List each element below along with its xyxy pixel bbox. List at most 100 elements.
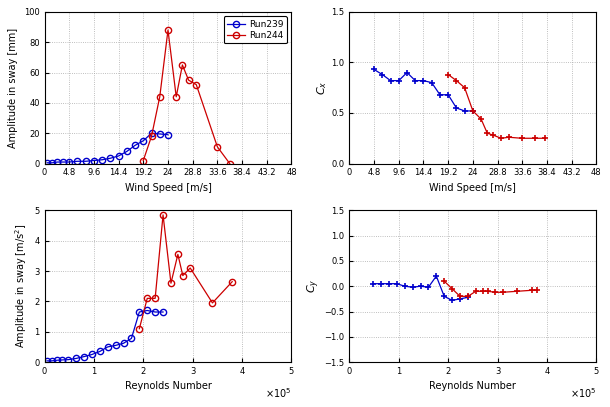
Run244: [469, 109, 476, 114]
Run244: [214, 144, 221, 149]
Run239: [401, 284, 408, 289]
Run244: [179, 273, 187, 278]
Line: Run239: Run239: [44, 130, 171, 166]
Run239: [395, 78, 403, 83]
Run239: [98, 158, 106, 162]
Run239: [73, 356, 80, 361]
Run239: [65, 160, 73, 164]
Y-axis label: $C_x$: $C_x$: [315, 81, 329, 95]
Run244: [505, 135, 512, 140]
Run244: [531, 136, 538, 141]
Run239: [104, 344, 112, 349]
Run244: [533, 288, 540, 293]
Run239: [417, 284, 424, 289]
Run239: [393, 281, 400, 286]
Run244: [498, 136, 505, 141]
Run244: [185, 78, 192, 83]
Run239: [387, 78, 394, 83]
Run239: [453, 105, 460, 110]
Run239: [96, 349, 104, 354]
Run244: [229, 279, 236, 284]
Run239: [74, 159, 81, 164]
Run239: [90, 158, 98, 163]
Run244: [518, 136, 525, 141]
Run244: [528, 288, 536, 293]
Run239: [43, 359, 51, 363]
Run244: [173, 94, 180, 99]
Run239: [127, 336, 135, 341]
X-axis label: Reynolds Number: Reynolds Number: [124, 381, 212, 392]
Run244: [541, 136, 548, 141]
Run244: [440, 279, 448, 284]
X-axis label: Reynolds Number: Reynolds Number: [429, 381, 516, 392]
Run244: [514, 289, 521, 294]
Run244: [179, 63, 186, 68]
Run239: [386, 281, 393, 286]
Run239: [131, 143, 138, 148]
Run239: [115, 153, 122, 158]
X-axis label: Wind Speed [m/s]: Wind Speed [m/s]: [429, 183, 516, 193]
Legend: Run239, Run244: Run239, Run244: [224, 16, 287, 44]
Run239: [148, 131, 155, 136]
Text: $\times 10^5$: $\times 10^5$: [570, 386, 597, 400]
Run244: [484, 131, 491, 136]
Run239: [151, 310, 159, 315]
Run244: [479, 289, 486, 294]
Run239: [59, 160, 66, 164]
Run239: [403, 70, 411, 75]
Run239: [112, 343, 120, 348]
Run244: [445, 72, 452, 77]
Run244: [472, 289, 479, 294]
Run239: [445, 92, 452, 97]
Run239: [81, 354, 88, 359]
Run244: [135, 326, 143, 331]
Run239: [82, 159, 89, 164]
Run239: [370, 67, 378, 72]
Run239: [123, 149, 131, 154]
Run239: [143, 308, 151, 313]
Run239: [164, 132, 171, 137]
Run239: [120, 341, 127, 346]
X-axis label: Wind Speed [m/s]: Wind Speed [m/s]: [124, 183, 212, 193]
Line: Run244: Run244: [136, 212, 235, 332]
Run244: [448, 286, 456, 291]
Run239: [135, 310, 143, 315]
Run239: [156, 131, 163, 136]
Run239: [53, 358, 60, 363]
Run244: [140, 158, 147, 163]
Run244: [453, 78, 460, 83]
Run244: [164, 28, 171, 33]
Y-axis label: Amplitude in sway [m/s$^2$]: Amplitude in sway [m/s$^2$]: [13, 224, 29, 348]
Run244: [167, 281, 174, 286]
Line: Run244: Run244: [140, 27, 233, 167]
Run244: [156, 94, 163, 99]
Run239: [54, 160, 61, 164]
Run244: [484, 289, 491, 294]
Run239: [107, 156, 114, 161]
Run244: [492, 290, 499, 295]
Run239: [88, 352, 96, 357]
Line: Run239: Run239: [44, 307, 166, 364]
Line: Run239: Run239: [370, 273, 472, 304]
Run244: [464, 294, 472, 299]
Run244: [148, 134, 155, 139]
Run244: [499, 290, 506, 295]
Run239: [440, 294, 448, 299]
Run239: [159, 310, 167, 315]
Run239: [49, 160, 56, 165]
Run239: [48, 359, 56, 363]
Run239: [448, 298, 456, 303]
Line: Run239: Run239: [371, 66, 476, 114]
Run239: [378, 281, 385, 286]
Run239: [425, 285, 432, 290]
Run239: [432, 274, 440, 278]
Run244: [490, 133, 497, 138]
Run244: [226, 161, 234, 166]
Run239: [65, 357, 72, 362]
Run239: [412, 78, 419, 83]
Run239: [370, 281, 377, 286]
Run244: [209, 300, 216, 305]
Run239: [409, 285, 416, 290]
Run244: [193, 82, 200, 87]
Run239: [464, 295, 472, 300]
